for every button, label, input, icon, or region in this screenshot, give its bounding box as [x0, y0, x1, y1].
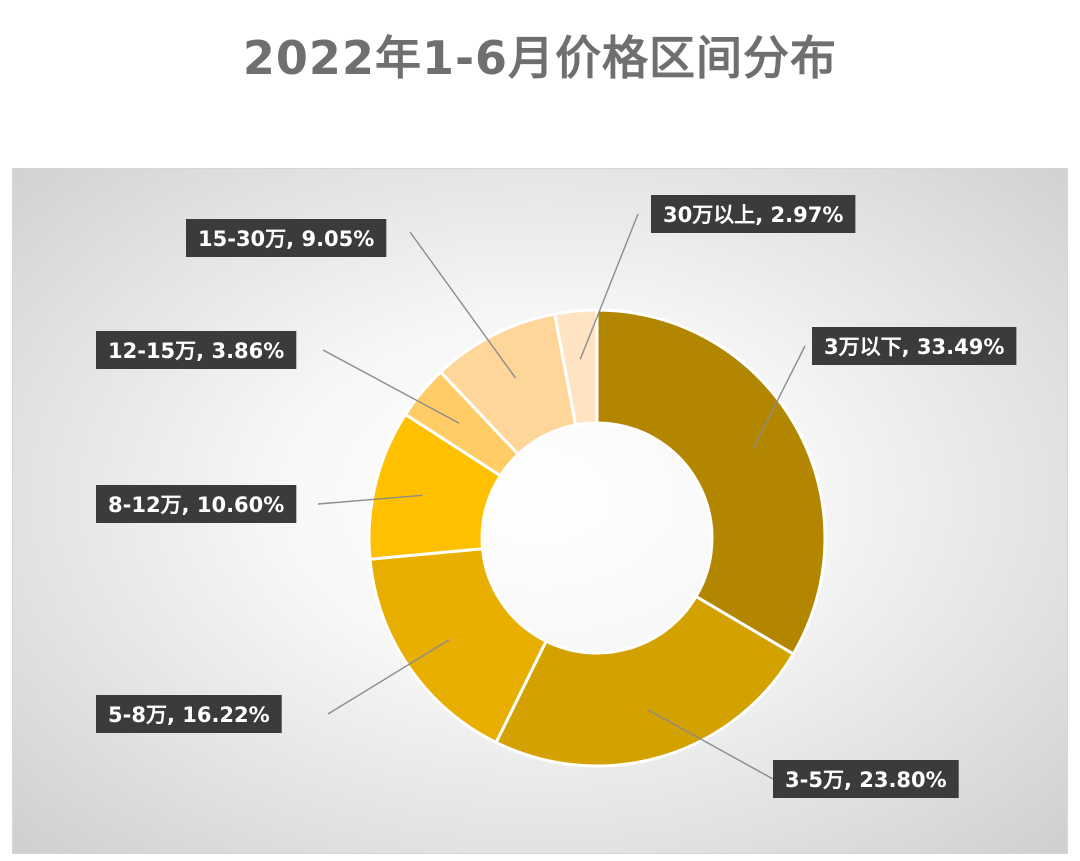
donut-slices — [367, 308, 827, 768]
data-label-box — [651, 195, 856, 233]
chart-title: 2022年1-6月价格区间分布 — [242, 31, 838, 85]
data-labels: 3万以下, 33.49% 3-5万, 23.80% 5-8万, 16.22% 8-12… — [96, 195, 1017, 798]
leader-line-4 — [317, 494, 423, 505]
leader-lines — [317, 213, 806, 780]
data-label-5: 12-15万, 3.86% — [96, 331, 297, 369]
data-label-text: 8-12万, 10.60% — [108, 493, 284, 517]
data-label-text: 3-5万, 23.80% — [785, 768, 947, 792]
data-label-7: 30万以上, 2.97% — [651, 195, 856, 233]
data-label-box — [773, 760, 959, 798]
data-label-text: 5-8万, 16.22% — [108, 703, 270, 727]
donut-slice-2 — [494, 594, 796, 768]
leader-line-6 — [409, 231, 517, 379]
data-label-box — [96, 695, 282, 733]
data-label-box — [96, 331, 297, 369]
data-label-6: 15-30万, 9.05% — [186, 219, 387, 257]
data-label-text: 12-15万, 3.86% — [108, 339, 284, 363]
donut-slice-7 — [552, 308, 599, 427]
leader-line-7 — [579, 213, 639, 360]
leader-line-3 — [327, 639, 450, 715]
donut-slice-3 — [368, 547, 549, 745]
data-label-3: 5-8万, 16.22% — [96, 695, 282, 733]
leader-line-2 — [647, 709, 774, 780]
donut-slice-1 — [595, 308, 827, 657]
data-label-text: 15-30万, 9.05% — [198, 227, 374, 251]
leader-line-5 — [322, 349, 460, 424]
data-label-text: 30万以上, 2.97% — [663, 203, 843, 227]
data-label-1: 3万以下, 33.49% — [812, 327, 1017, 365]
data-label-text: 3万以下, 33.49% — [824, 335, 1004, 359]
data-label-box — [186, 219, 387, 257]
leader-line-1 — [752, 345, 806, 450]
data-label-box — [96, 485, 297, 523]
data-label-box — [812, 327, 1017, 365]
data-label-2: 3-5万, 23.80% — [773, 760, 959, 798]
data-label-4: 8-12万, 10.60% — [96, 485, 297, 523]
